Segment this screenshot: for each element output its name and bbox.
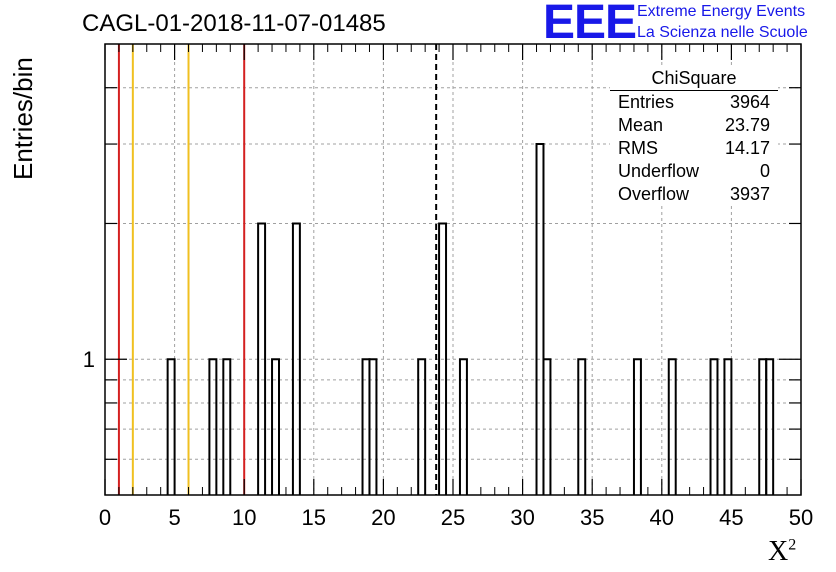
stats-label: Mean [618,115,664,135]
x-tick-label: 15 [302,505,326,530]
histogram-bin [368,358,378,495]
x-axis-label: X2 [768,536,796,568]
histogram-bin [667,358,677,495]
logo-text-line1: Extreme Energy Events [637,3,806,20]
y-tick-label: 1 [83,347,95,372]
x-axis-label-base: X [768,536,789,567]
stats-value: 23.79 [724,115,770,135]
x-tick-label: 20 [371,505,395,530]
stats-label: Overflow [618,184,690,204]
histogram-bin [542,358,552,495]
marker-lines [117,44,438,495]
stats-row-mean: Mean 23.79 [610,114,778,137]
logo-mark: EEE [543,0,637,49]
x-tick-label: 45 [719,505,743,530]
stats-label: Entries [618,92,675,112]
stats-title: ChiSquare [610,66,778,91]
x-tick-label: 0 [99,505,111,530]
x-tick-label: 50 [789,505,813,530]
histogram-bin [417,358,427,495]
stats-label: RMS [618,138,658,158]
x-tick-label: 10 [232,505,256,530]
stats-value: 3964 [729,92,770,112]
stats-row-underflow: Underflow 0 [610,160,778,183]
y-axis-label: Entries/bin [8,57,38,180]
histogram-bin [291,222,301,495]
x-axis-label-superscript: 2 [788,536,797,554]
axis-ticks [104,44,802,495]
stats-row-overflow: Overflow 3937 [610,183,778,206]
histogram-bin [535,143,545,495]
x-tick-label: 40 [650,505,674,530]
histogram-bin [166,358,176,495]
histogram-bin [709,358,719,495]
histogram-bin [765,358,775,495]
histogram-bin [257,222,267,495]
chart-title: CAGL-01-2018-11-07-01485 [82,10,386,37]
x-tick-label: 35 [580,505,604,530]
logo-text-line2: La Scienza nelle Scuole [637,24,808,41]
stats-value: 3937 [729,184,770,204]
eee-logo: EEE Extreme Energy Events La Scienza nel… [543,0,835,49]
stats-value: 14.17 [724,138,770,158]
x-tick-label: 5 [168,505,180,530]
histogram-bin [438,222,448,495]
histogram-bin [577,358,587,495]
grid [105,44,801,495]
histogram-bin [458,358,468,495]
histogram-bin [271,358,280,495]
stats-value: 0 [759,161,770,181]
stats-label: Underflow [618,161,700,181]
histogram-bin [208,358,218,495]
histogram-bin [222,358,232,495]
x-tick-label: 30 [510,505,534,530]
histogram-bin [632,358,642,495]
stats-row-entries: Entries 3964 [610,91,778,114]
stats-row-rms: RMS 14.17 [610,137,778,160]
histogram-bin [723,358,733,495]
x-tick-labels: 0 5 10 15 20 25 30 35 40 45 50 [99,505,813,530]
stats-box: ChiSquare Entries 3964 Mean 23.79 RMS 14… [610,66,778,206]
x-tick-label: 25 [441,505,465,530]
y-tick-labels: 1 [83,347,95,372]
histogram-bins [166,143,775,495]
